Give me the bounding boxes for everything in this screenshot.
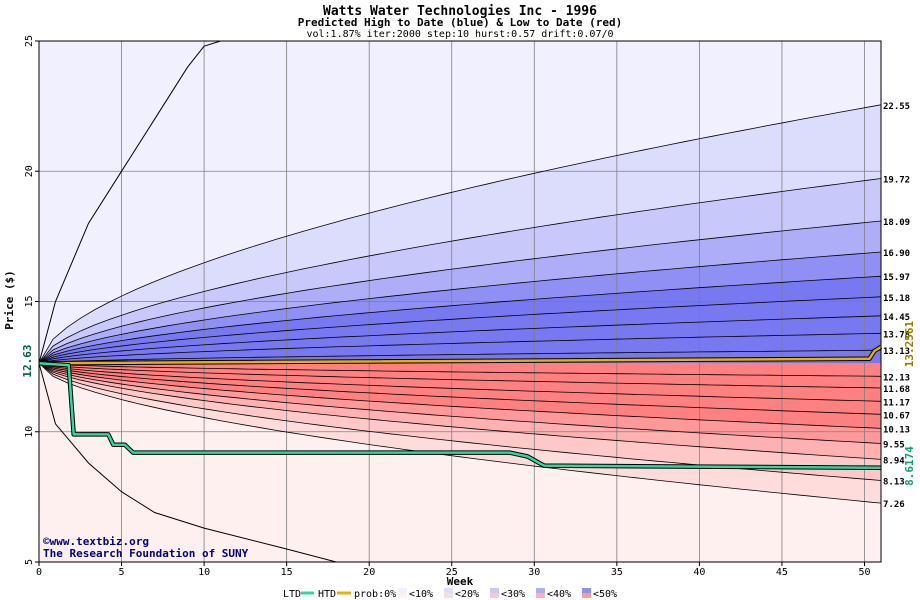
legend-bin-swatch-blue — [398, 588, 407, 593]
x-tick-label: 30 — [528, 567, 540, 578]
level-label: 22.55 — [883, 102, 910, 112]
level-label: 14.45 — [883, 313, 910, 323]
x-tick-label: 10 — [198, 567, 210, 578]
outer-envelope — [39, 41, 337, 562]
level-label: 8.13 — [883, 477, 905, 487]
legend-bins: <10% <20% <30% <40% <50% — [398, 588, 617, 600]
level-label: 15.18 — [883, 294, 910, 304]
x-tick-label: 45 — [776, 567, 788, 578]
level-label: 19.72 — [883, 176, 910, 186]
legend-bin-label: <10% — [409, 589, 433, 600]
legend: LTD HTD prob:0% <10% <20% <30% <40% <50% — [283, 588, 617, 600]
level-label: 13.13 — [883, 347, 910, 357]
legend-bin-label: <50% — [593, 589, 617, 600]
x-tick-label: 20 — [363, 567, 375, 578]
band-boundary-line — [39, 362, 881, 377]
ltd-line — [38, 361, 882, 470]
legend-htd-label: HTD — [318, 589, 336, 600]
band-boundary-line — [39, 251, 881, 364]
band-boundary-line — [39, 275, 881, 364]
htd-line — [38, 345, 882, 365]
chart-subtitle: Predicted High to Date (blue) & Low to D… — [298, 16, 623, 29]
band-boundary-line — [39, 362, 881, 444]
chart-params: vol:1.87% iter:2000 step:10 hurst:0.57 d… — [306, 29, 613, 40]
legend-bin-swatch-red — [490, 593, 499, 598]
band-boundary-line — [39, 362, 881, 402]
lower-band — [39, 363, 881, 377]
start-price-label: 12.63 — [21, 344, 34, 377]
legend-bin-swatch-red — [444, 593, 453, 598]
y-axis-label: Price ($) — [3, 270, 16, 330]
level-label: 7.26 — [883, 500, 905, 510]
band-boundary-line — [39, 220, 881, 364]
x-tick-label: 25 — [446, 567, 458, 578]
legend-bin-swatch-blue — [582, 588, 591, 593]
band-boundary-line — [39, 104, 881, 364]
credit-line-1: ©www.textbiz.org — [43, 535, 149, 548]
band-boundary-line — [39, 362, 881, 389]
y-tick-label: 5 — [24, 559, 35, 565]
x-tick-label: 40 — [693, 567, 705, 578]
legend-bin-swatch-blue — [444, 588, 453, 593]
outer-high-curve — [39, 41, 221, 364]
legend-bin-swatch-red — [582, 593, 591, 598]
legend-bin-swatch-red — [536, 593, 545, 598]
legend-bin-swatch-red — [398, 593, 407, 598]
band-boundary-line — [39, 362, 881, 429]
band-boundary-line — [39, 362, 881, 460]
band-boundary-line — [39, 362, 881, 504]
legend-bin-label: <20% — [455, 589, 479, 600]
y-tick-label: 25 — [24, 35, 35, 47]
legend-bin-swatch-blue — [536, 588, 545, 593]
level-label: 10.13 — [883, 425, 910, 435]
x-tick-label: 35 — [611, 567, 623, 578]
legend-ltd-label: LTD — [283, 589, 301, 600]
band-boundary-line — [39, 178, 881, 364]
level-label: 8.94 — [883, 456, 905, 466]
level-label: 10.67 — [883, 411, 910, 421]
band-boundary-line — [39, 362, 881, 415]
level-label: 11.17 — [883, 398, 910, 408]
y-tick-label: 20 — [24, 165, 35, 177]
outer-low-curve — [39, 363, 337, 562]
htd-end-label: 13.2561 — [903, 320, 916, 367]
y-tick-label: 15 — [24, 295, 35, 307]
chart-title: Watts Water Technologies Inc - 1996 — [323, 4, 597, 19]
level-label: 15.97 — [883, 273, 910, 283]
level-label: 13.78 — [883, 330, 910, 340]
band-boundary-line — [39, 332, 881, 364]
band-boundary-line — [39, 296, 881, 364]
x-tick-label: 5 — [119, 567, 125, 578]
ltd-end-label: 8.6174 — [903, 446, 916, 486]
price-paths — [38, 344, 883, 471]
legend-bin-label: <40% — [547, 589, 571, 600]
x-axis-label: Week — [447, 575, 474, 588]
x-tick-label: 50 — [858, 567, 870, 578]
level-label: 12.13 — [883, 373, 910, 383]
legend-bin-label: <30% — [501, 589, 525, 600]
level-label: 9.55 — [883, 440, 905, 450]
legend-bin-swatch-blue — [490, 588, 499, 593]
legend-prob-label: prob:0% — [354, 589, 396, 600]
band-boundary-line — [39, 315, 881, 364]
level-label: 16.90 — [883, 249, 910, 259]
level-label: 18.09 — [883, 218, 910, 228]
credit-line-2: The Research Foundation of SUNY — [43, 547, 249, 560]
band-boundary-line — [39, 349, 881, 364]
x-tick-label: 0 — [36, 567, 42, 578]
level-label: 11.68 — [883, 385, 910, 395]
x-tick-label: 15 — [281, 567, 293, 578]
level-labels: 22.55 19.72 18.09 16.90 15.97 15.18 14.45 13.78… — [883, 102, 910, 510]
y-tick-label: 10 — [24, 426, 35, 438]
